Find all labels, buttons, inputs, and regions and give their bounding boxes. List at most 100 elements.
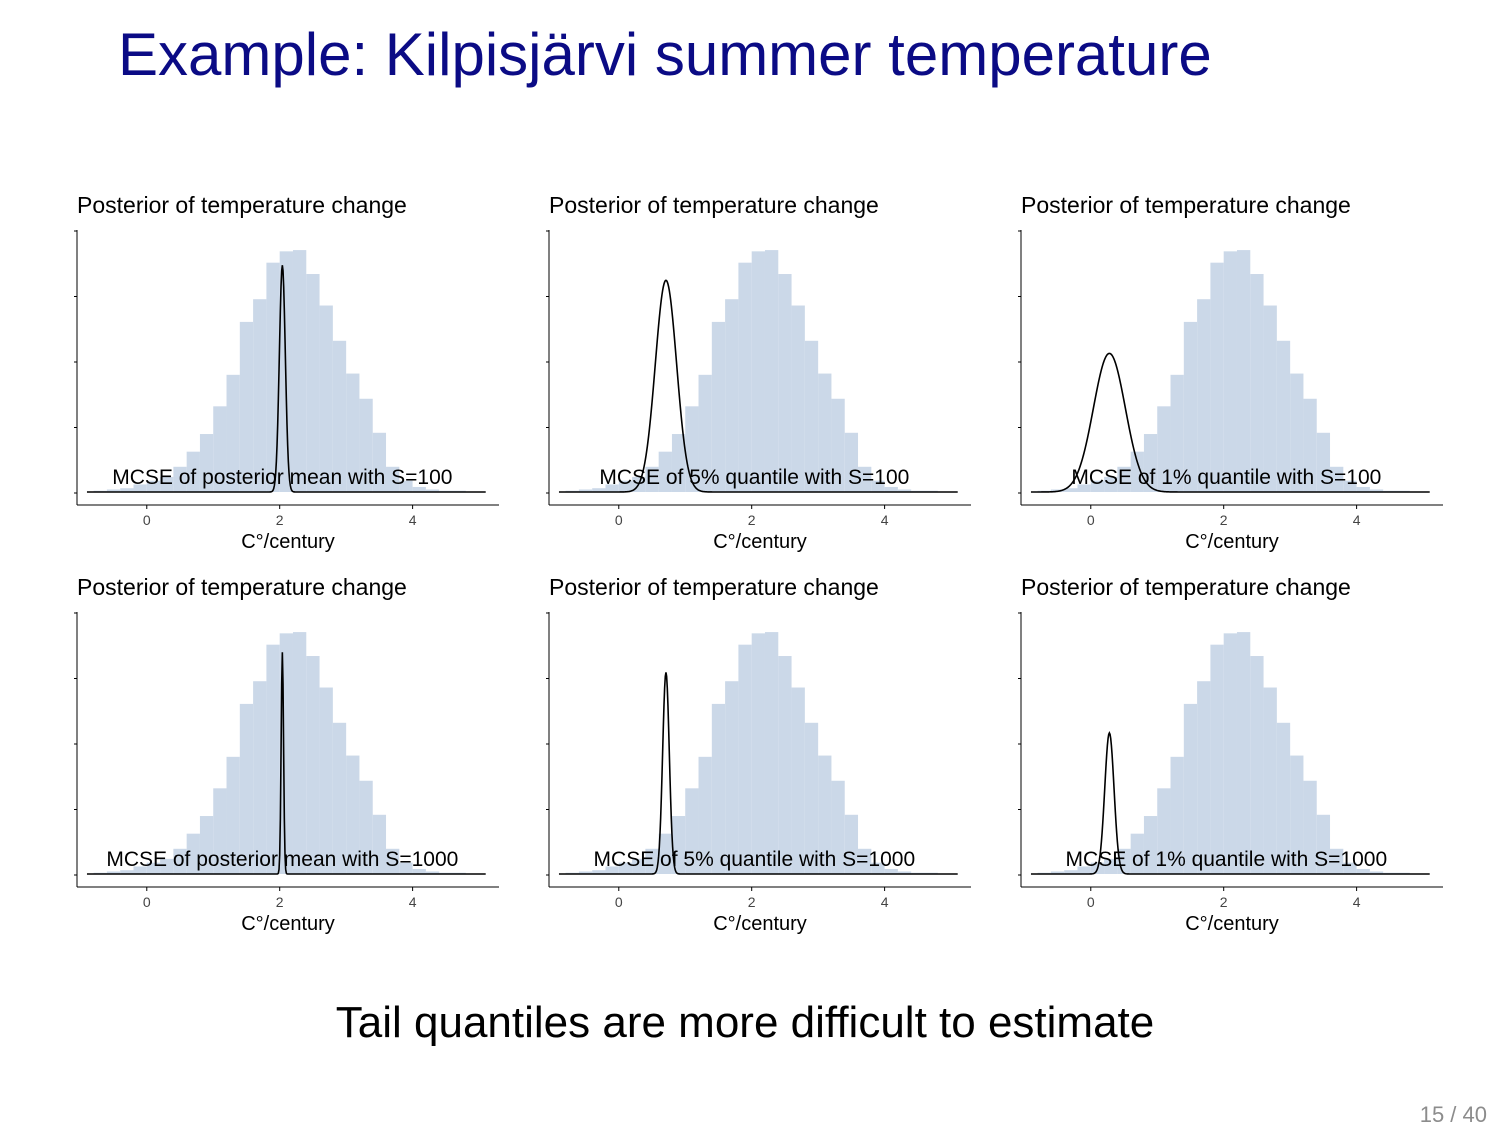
histogram-bar	[1290, 755, 1304, 874]
histogram-bar	[160, 476, 174, 492]
chart-svg: Posterior of temperature change MCSE of 1…	[1018, 574, 1443, 935]
histogram-bar	[1210, 262, 1224, 492]
histogram-bar	[425, 489, 440, 492]
histogram-bar	[1316, 814, 1331, 874]
mcse-density-curve	[558, 672, 958, 875]
histogram-bar	[791, 687, 805, 874]
histogram-bar	[592, 870, 606, 874]
histogram-bar	[226, 756, 240, 874]
histogram-bar	[1183, 321, 1198, 492]
histogram-bar	[804, 722, 819, 874]
histogram-bar	[1117, 466, 1131, 492]
histogram-bar	[319, 305, 333, 492]
histogram-bar	[412, 486, 426, 492]
chart-title: Posterior of temperature change	[549, 192, 879, 218]
histogram-bar	[372, 432, 387, 492]
mcse-density-curve	[86, 652, 486, 875]
histogram-bar	[186, 833, 200, 874]
histogram-bar	[671, 816, 686, 874]
histogram-bar	[399, 480, 413, 492]
histogram-bar	[897, 871, 912, 874]
chart-panel-5: Posterior of temperature change MCSE of 5…	[544, 570, 1004, 940]
histogram-bar	[1170, 374, 1184, 492]
histogram-bar	[751, 633, 765, 874]
histogram-bar	[884, 868, 898, 874]
histogram-bar	[1236, 250, 1251, 492]
histogram-bar	[146, 480, 161, 492]
histogram-bar	[386, 848, 400, 874]
histogram-bar	[1303, 398, 1317, 492]
histogram-bar	[1143, 816, 1158, 874]
histogram-bar	[1290, 373, 1304, 492]
histogram-bar	[319, 687, 333, 874]
page-number: 15 / 40	[1419, 1102, 1487, 1127]
histogram-bar	[1250, 656, 1264, 874]
histogram-bar	[173, 466, 187, 492]
histogram-bar	[1276, 722, 1291, 874]
histogram-bar	[1343, 480, 1357, 492]
histogram-bar	[306, 656, 320, 874]
histogram-bar	[226, 374, 240, 492]
histogram-bar	[804, 340, 819, 492]
chart-title: Posterior of temperature change	[1021, 574, 1351, 600]
mcse-annotation: MCSE of 5% quantile with S=1000	[594, 848, 916, 871]
histogram-bar	[844, 432, 859, 492]
histogram-bar	[133, 866, 147, 874]
histogram-bar	[120, 870, 134, 874]
histogram-bar	[778, 656, 792, 874]
histogram-bar	[292, 632, 307, 874]
x-axis-label: C°/century	[1185, 531, 1279, 553]
histogram-bar	[1130, 833, 1144, 874]
histogram-bar	[199, 434, 214, 492]
mcse-annotation: MCSE of posterior mean with S=100	[112, 466, 452, 489]
histogram-bar	[359, 398, 373, 492]
x-tick-label: 0	[1087, 512, 1095, 528]
histogram-bar	[1223, 633, 1237, 874]
histogram-bar	[425, 871, 440, 874]
histogram-bar	[359, 780, 373, 874]
histogram-bar	[1077, 866, 1091, 874]
histogram-bar	[671, 434, 686, 492]
histogram-bar	[1276, 340, 1291, 492]
x-axis-label: C°/century	[241, 913, 335, 935]
histogram-bar	[1197, 681, 1211, 874]
histogram-bar	[306, 274, 320, 492]
histogram-bar	[1183, 703, 1198, 874]
histogram-bar	[346, 373, 360, 492]
slide-title: Example: Kilpisjärvi summer temperature	[118, 21, 1212, 88]
histogram-bar	[658, 451, 672, 492]
histogram-bar	[266, 644, 280, 874]
x-tick-label: 0	[143, 894, 151, 910]
histogram-bar	[1157, 788, 1171, 874]
x-tick-label: 2	[748, 512, 756, 528]
chart-svg: Posterior of temperature change MCSE of 5…	[546, 192, 971, 553]
mcse-annotation: MCSE of 1% quantile with S=100	[1071, 466, 1381, 489]
mcse-density-curve	[86, 265, 486, 493]
x-tick-label: 0	[615, 512, 623, 528]
chart-title: Posterior of temperature change	[1021, 192, 1351, 218]
histogram-bar	[186, 451, 200, 492]
histogram-bar	[897, 489, 912, 492]
histogram-bar	[764, 250, 779, 492]
histogram-bar	[751, 251, 765, 492]
histogram-bar	[386, 466, 400, 492]
histogram-bar	[1369, 871, 1384, 874]
histogram-bar	[605, 484, 619, 492]
histogram-bar	[1090, 480, 1105, 492]
histogram-bar	[1316, 432, 1331, 492]
x-axis-label: C°/century	[713, 913, 807, 935]
histogram-bar	[1104, 858, 1118, 874]
histogram-bar	[738, 262, 752, 492]
histogram-bar	[146, 862, 161, 874]
x-tick-label: 0	[143, 512, 151, 528]
histogram-bar	[711, 703, 726, 874]
x-tick-label: 4	[881, 894, 889, 910]
histogram-bar	[1250, 274, 1264, 492]
histogram-bar	[764, 632, 779, 874]
x-tick-label: 2	[276, 512, 284, 528]
histogram-bar	[698, 756, 712, 874]
histogram-bar	[1143, 434, 1158, 492]
histogram-bar	[725, 299, 739, 492]
histogram-bar	[645, 466, 659, 492]
histogram-bar	[253, 681, 267, 874]
